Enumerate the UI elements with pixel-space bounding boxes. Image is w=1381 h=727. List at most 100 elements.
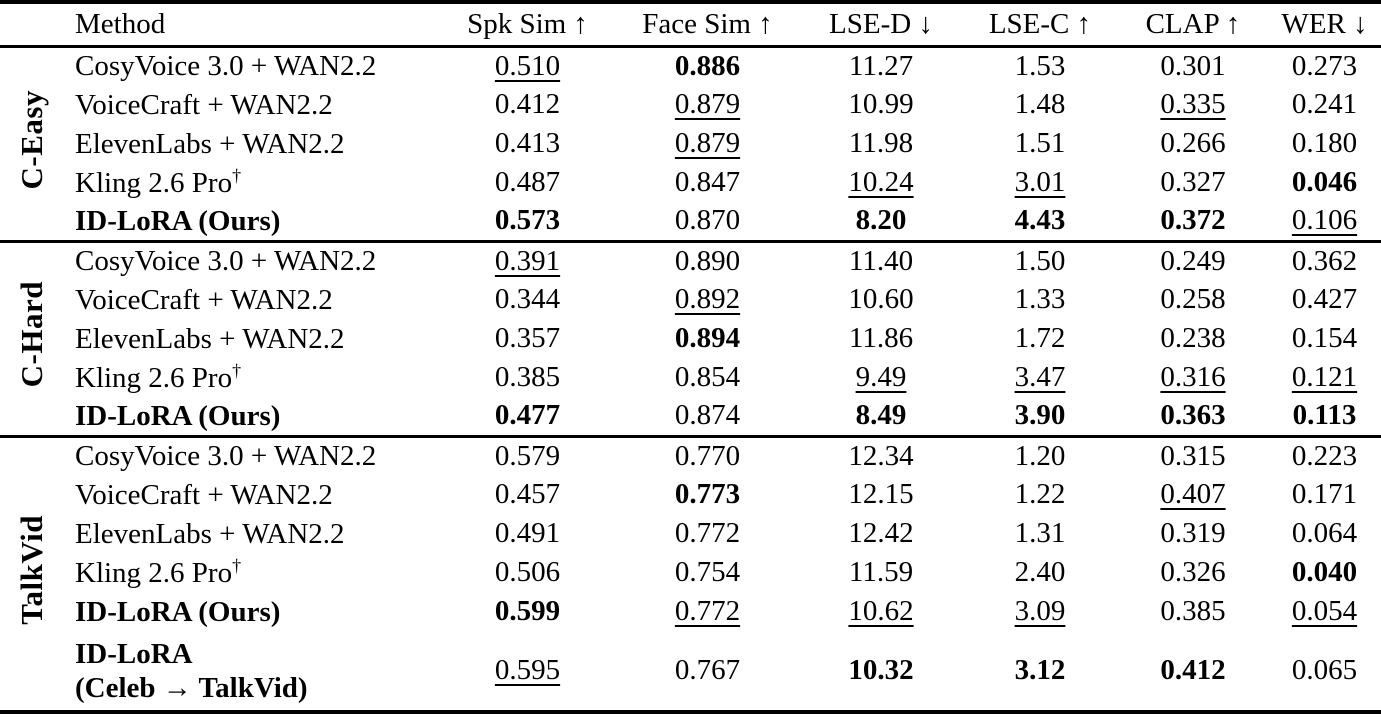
section-talkvid: TalkVid CosyVoice 3.0 + WAN2.2 0.579 0.770 1… [0,436,1381,712]
metric-value-text: 0.319 [1160,517,1226,549]
metric-value-text: 0.413 [494,127,561,159]
col-header-lse-c: LSE-C ↑ [988,7,1092,40]
metric-value-text: 0.249 [1160,244,1226,277]
metric-value: 1.20 [962,436,1118,475]
metric-value: 0.879 [615,85,800,124]
metric-value-text: 0.491 [494,517,561,549]
table-row: VoiceCraft + WAN2.2 0.412 0.879 10.99 1.48 0.… [0,85,1381,124]
metric-value-text: 0.879 [674,88,741,120]
metric-value-text: 0.506 [494,556,561,588]
metric-value: 3.47 [962,358,1118,397]
metric-value: 12.15 [800,475,962,514]
method-label: ElevenLabs + WAN2.2 [75,322,345,355]
metric-value-text: 0.772 [674,517,741,549]
metric-value-text: 0.579 [494,439,561,472]
metric-value: 0.326 [1118,553,1268,592]
metric-value: 0.064 [1268,514,1381,553]
metric-value: 0.301 [1118,46,1268,85]
metric-value-text: 1.48 [1014,88,1066,120]
metric-value: 0.870 [615,202,800,241]
method-label: (Celeb → TalkVid) [75,671,308,704]
method-label: ElevenLabs + WAN2.2 [75,127,345,160]
metric-value-text: 1.22 [1014,478,1066,510]
metric-value-text: 3.90 [1014,399,1066,432]
metric-value-text: 0.510 [494,49,561,82]
metric-value: 0.273 [1268,46,1381,85]
section-c-easy: C-Easy CosyVoice 3.0 + WAN2.2 0.510 0.886 11… [0,46,1381,241]
method-label: ID-LoRA (Ours) [75,204,281,237]
metric-value-text: 0.372 [1160,204,1226,237]
method-cell: Kling 2.6 Pro† [62,553,440,592]
table-row: ElevenLabs + WAN2.2 0.413 0.879 11.98 1.51 0.… [0,124,1381,163]
metric-value: 0.412 [440,85,615,124]
metric-value: 0.363 [1118,397,1268,436]
metric-value: 0.046 [1268,163,1381,202]
metric-value: 0.113 [1268,397,1381,436]
row-group-label: TalkVid [0,436,62,712]
metric-value: 0.847 [615,163,800,202]
metric-value-text: 0.773 [674,478,741,510]
metric-value: 0.335 [1118,85,1268,124]
group-header-spacer [0,2,62,46]
metric-value-text: 10.24 [848,166,914,198]
metric-value: 0.427 [1268,280,1381,319]
metric-value: 10.99 [800,85,962,124]
metric-value: 1.48 [962,85,1118,124]
metric-value: 8.20 [800,202,962,241]
metric-value: 11.40 [800,241,962,280]
metric-value: 0.316 [1118,358,1268,397]
table-row: C-Hard CosyVoice 3.0 + WAN2.2 0.391 0.890 11… [0,241,1381,388]
section-c-hard: C-Hard CosyVoice 3.0 + WAN2.2 0.391 0.890 11… [0,241,1381,436]
metric-value-text: 12.42 [848,517,914,549]
metric-value: 0.890 [615,241,800,280]
metric-value: 0.154 [1268,319,1381,358]
method-label: Kling 2.6 Pro† [75,359,242,394]
metric-value-text: 8.49 [855,399,907,432]
table-row: ID-LoRA (Celeb → TalkVid) 0.595 0.767 10.32 3… [0,631,1381,712]
col-header-spk-sim: Spk Sim ↑ [467,7,588,40]
metric-value-text: 0.273 [1291,49,1358,82]
metric-value: 3.01 [962,163,1118,202]
metric-value-text: 0.046 [1291,166,1358,198]
method-cell: ID-LoRA (Celeb → TalkVid) [62,631,440,712]
metric-value-text: 0.427 [1291,283,1358,315]
metric-value-text: 2.40 [1014,556,1066,588]
metric-value-text: 0.407 [1160,478,1226,510]
metric-value: 0.362 [1268,241,1381,280]
dagger-footnote-mark: † [232,554,242,575]
method-cell: ElevenLabs + WAN2.2 [62,319,440,358]
metric-value-text: 0.154 [1291,322,1358,354]
metric-value-text: 11.27 [848,49,914,82]
metric-value-text: 1.33 [1014,283,1066,315]
metric-value-text: 0.412 [494,88,561,120]
table-row: ID-LoRA (Ours) 0.599 0.772 10.62 3.09 0.385 0.… [0,592,1381,631]
metric-value: 1.31 [962,514,1118,553]
method-cell: CosyVoice 3.0 + WAN2.2 [62,436,440,475]
metric-value-text: 0.315 [1160,439,1226,472]
metric-value-text: 0.363 [1160,399,1226,432]
metric-value: 0.327 [1118,163,1268,202]
metric-value-text: 1.72 [1014,322,1066,354]
metric-value: 0.385 [440,358,615,397]
metric-value: 0.258 [1118,280,1268,319]
table-row: Kling 2.6 Pro† 0.385 0.854 9.49 3.47 0.316 0.1… [0,358,1381,397]
metric-value-text: 11.59 [848,556,914,588]
metric-value-text: 0.121 [1291,361,1358,393]
metric-value: 0.506 [440,553,615,592]
dagger-footnote-mark: † [232,164,242,185]
metric-value: 10.60 [800,280,962,319]
method-label: VoiceCraft + WAN2.2 [75,283,333,316]
metric-value-text: 0.886 [674,49,741,82]
row-group-text: C-Easy [13,89,49,190]
metric-value-text: 0.357 [494,322,561,354]
metric-value-text: 0.344 [494,283,561,315]
metric-value: 0.249 [1118,241,1268,280]
metric-value: 0.892 [615,280,800,319]
col-header-wer: WER ↓ [1281,7,1368,40]
metric-value: 11.86 [800,319,962,358]
method-label: ElevenLabs + WAN2.2 [75,517,345,550]
metric-value: 3.09 [962,592,1118,631]
metric-value-text: 0.064 [1291,517,1358,549]
method-label: VoiceCraft + WAN2.2 [75,88,333,121]
